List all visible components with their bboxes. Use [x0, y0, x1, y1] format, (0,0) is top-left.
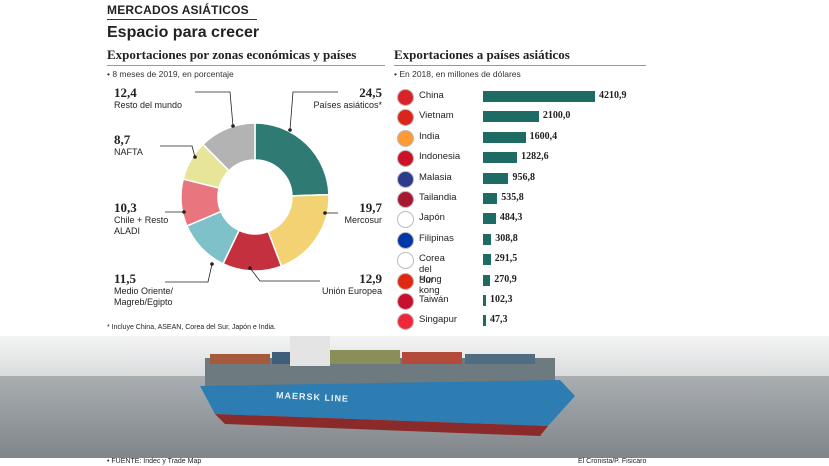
bar	[483, 131, 526, 143]
donut-chart-note: • 8 meses de 2019, en porcentaje	[107, 69, 234, 79]
country-label: Tailandia	[419, 192, 457, 203]
slice-name: Unión Europea	[321, 286, 382, 296]
slice-value: 19,7	[359, 200, 382, 215]
slice-value: 10,3	[114, 200, 137, 215]
slice-label-medio-oriente: 11,5 Medio Oriente/ Magreb/Egipto	[114, 272, 194, 308]
bar	[483, 295, 486, 306]
bar	[483, 274, 491, 286]
flag-icon	[397, 170, 414, 188]
slice-name: Mercosur	[344, 215, 382, 225]
bar	[483, 213, 496, 225]
headline: Espacio para crecer	[107, 24, 260, 41]
donut-slice-resto	[201, 122, 256, 172]
bar-value-label: 270,9	[494, 273, 517, 285]
section-label: MERCADOS ASIÁTICOS	[107, 3, 249, 17]
leader-dot	[182, 210, 186, 214]
flag-icon	[397, 89, 414, 106]
leader-line	[249, 267, 320, 282]
slice-name: NAFTA	[114, 147, 143, 157]
slice-label-mercosur: 19,7 Mercosur	[312, 201, 382, 226]
donut-slice-asia	[254, 122, 330, 197]
left-divider	[107, 65, 385, 66]
slice-value: 12,9	[359, 271, 382, 286]
slice-name: Medio Oriente/ Magreb/Egipto	[114, 286, 174, 307]
bar-value-label: 308,8	[495, 232, 518, 244]
section-divider	[107, 19, 257, 20]
donut-chart-title: Exportaciones por zonas económicas y paí…	[107, 47, 357, 62]
slice-name: Chile + Resto ALADI	[114, 215, 169, 236]
country-label: Japón	[419, 212, 445, 224]
leader-dot	[288, 128, 292, 132]
country-label: Singapur	[419, 314, 458, 326]
slice-label-ue: 12,9 Unión Europea	[300, 272, 382, 297]
slice-value: 12,4	[114, 85, 137, 100]
country-label: Vietnam	[419, 110, 454, 122]
leader-line	[289, 91, 338, 131]
credit-note: El Cronista/P. Fisicaro	[578, 458, 647, 465]
leader-dot	[248, 266, 252, 270]
country-label: Corea del Sur	[419, 253, 445, 287]
country-label: Taiwán	[419, 294, 449, 305]
bar	[483, 152, 518, 164]
leader-line	[195, 91, 234, 127]
leader-line	[165, 263, 213, 283]
slice-name: Resto del mundo	[114, 100, 183, 110]
bar-value-label: 47,3	[490, 314, 508, 326]
bar	[483, 315, 486, 327]
country-label: Hong kong	[419, 273, 442, 296]
source-note: • FUENTE: Indec y Trade Map	[107, 458, 202, 465]
leader-dot	[210, 262, 214, 266]
slice-value: 11,5	[114, 271, 137, 286]
bar-value-label: 291,5	[494, 253, 518, 265]
bar-chart-note: • En 2018, en millones de dólares	[394, 69, 521, 79]
slice-value: 8,7	[114, 132, 131, 147]
bar	[483, 172, 509, 184]
ship-photo	[0, 336, 829, 458]
bar	[483, 111, 539, 123]
right-divider	[394, 65, 646, 66]
slice-value: 24,5	[359, 85, 382, 100]
bar-value-label: 2100,0	[542, 110, 571, 122]
bar	[483, 233, 492, 245]
bar-chart-title: Exportaciones a países asiáticos	[394, 47, 570, 62]
flag-icon	[397, 252, 414, 270]
slice-label-chile: 10,3 Chile + Resto ALADI	[114, 201, 184, 237]
bar-value-label: 956,8	[512, 171, 535, 183]
bar-value-label: 4210,9	[599, 90, 627, 101]
leader-dot	[193, 155, 197, 159]
donut-footnote: * Incluye China, ASEAN, Corea del Sur, J…	[107, 324, 276, 331]
country-label: India	[419, 130, 440, 142]
flag-icon	[397, 293, 414, 310]
bar-value-label: 102,3	[490, 294, 513, 305]
country-label: China	[419, 90, 444, 101]
bar-value-label: 1600,4	[529, 130, 558, 142]
flag-icon	[397, 272, 414, 290]
flag-icon	[397, 231, 414, 249]
country-label: Filipinas	[419, 232, 454, 244]
leader-dot	[231, 124, 235, 128]
country-label: Indonesia	[419, 151, 461, 163]
slice-label-nafta: 8,7 NAFTA	[114, 133, 143, 158]
slice-label-asia: 24,5 Países asiáticos*	[312, 86, 382, 111]
flag-icon	[397, 191, 414, 208]
bar-value-label: 535,8	[501, 192, 524, 203]
bar	[483, 193, 498, 204]
flag-icon	[397, 150, 414, 168]
leader-dot	[323, 211, 327, 215]
leader-line	[160, 145, 196, 158]
flag-icon	[397, 211, 414, 229]
slice-name: Países asiáticos*	[313, 100, 382, 110]
flag-icon	[397, 313, 414, 331]
slice-label-resto: 12,4 Resto del mundo	[114, 86, 182, 111]
bar	[483, 254, 491, 266]
bar	[483, 91, 595, 102]
flag-icon	[397, 129, 414, 147]
bar-value-label: 1282,6	[521, 151, 549, 163]
flag-icon	[397, 109, 414, 127]
bar-value-label: 484,3	[499, 212, 523, 224]
country-label: Malasia	[419, 171, 452, 183]
